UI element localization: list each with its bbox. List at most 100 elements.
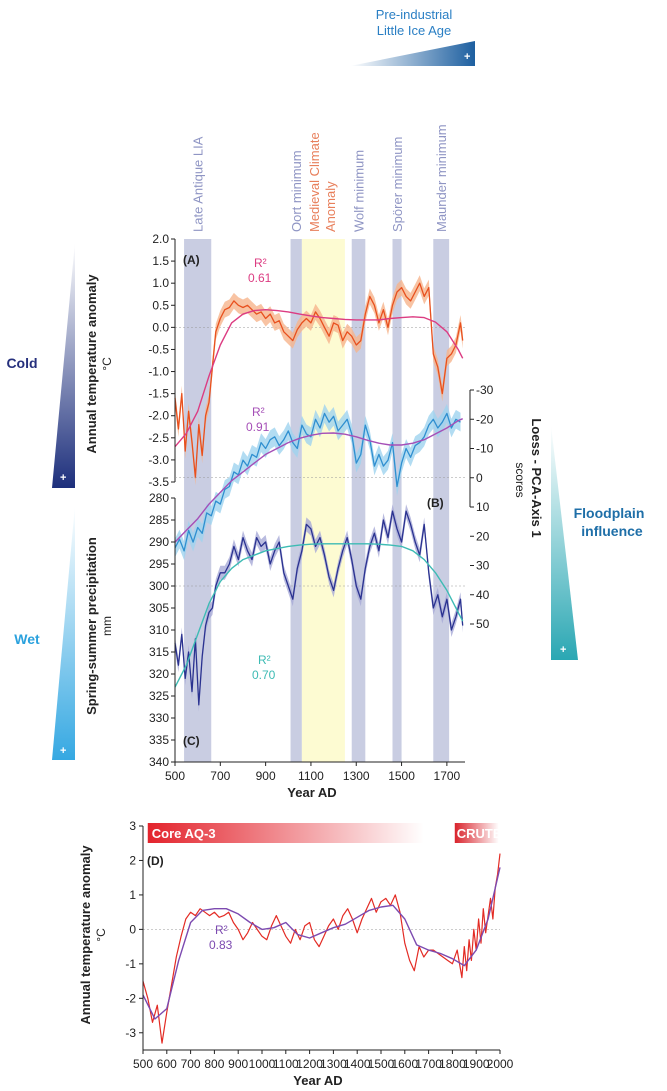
y-tick-label-a: -0.5 xyxy=(148,342,169,356)
period-label: Maunder minimum xyxy=(434,124,449,232)
panel-label-b: (B) xyxy=(427,496,444,510)
y-tick-label-c: 290 xyxy=(149,535,169,549)
y-unit-c: mm xyxy=(100,616,114,636)
x-tick-label: 1700 xyxy=(434,769,461,783)
y-tick-label-c: 335 xyxy=(149,733,169,747)
y-label-d: Annual temperature anomaly xyxy=(78,845,93,1025)
floodplain-gradient-wedge xyxy=(551,425,578,660)
panel-d: Core AQ-3 CRUTEM 3 2 1 0 -1 -2 -3 500 600 700 800 900… xyxy=(78,819,514,1088)
x-tick-label-d: 1400 xyxy=(344,1057,371,1071)
y-tick-label-a: 2.0 xyxy=(152,232,169,246)
preindustrial-plus: + xyxy=(464,51,470,63)
y-tick-label-c: 320 xyxy=(149,667,169,681)
r2-label-c: R² xyxy=(258,653,271,667)
y-tick-label-c: 315 xyxy=(149,645,169,659)
panel-label-a: (A) xyxy=(183,253,200,267)
temperature-reconstruction-line xyxy=(174,282,464,479)
y-tick-label-a: -2.5 xyxy=(148,431,169,445)
y-tick-label-a: -3.0 xyxy=(148,453,169,467)
y-tick-label-b: 20 xyxy=(476,529,490,543)
y-tick-label-c: 305 xyxy=(149,601,169,615)
y-unit-a: °C xyxy=(100,357,114,371)
crutem-label: CRUTEM xyxy=(457,826,513,841)
cold-indicator: + Cold xyxy=(6,242,75,488)
y-tick-label-d: -2 xyxy=(125,991,136,1005)
core-aq3-bar xyxy=(147,823,424,843)
y-tick-label-d: 2 xyxy=(129,853,136,867)
cold-gradient-wedge xyxy=(52,242,75,488)
y-tick-label-d: 3 xyxy=(129,819,136,833)
period-label: Spörer minimum xyxy=(390,137,405,232)
panel-a: 2.0 1.5 1.0 0.5 0.0 -0.5 -1.0 -1.5 -2.0 -2.5 -3.0 -… xyxy=(84,232,465,489)
period-labels: Late Antique LIA Oort minimum Medieval Cli… xyxy=(191,124,450,232)
y-tick-label-a: -3.5 xyxy=(148,475,169,489)
period-band-cold xyxy=(351,239,366,762)
precipitation-fit-line xyxy=(174,543,464,688)
preindustrial-wedge xyxy=(350,41,475,66)
preindustrial-title-line2: Little Ice Age xyxy=(377,23,451,38)
x-tick-label-d: 900 xyxy=(228,1057,248,1071)
y-tick-label-a: 1.5 xyxy=(152,254,169,268)
y-tick-label-b: -30 xyxy=(476,383,494,397)
x-tick-label-d: 1700 xyxy=(415,1057,442,1071)
y-tick-label-d: 1 xyxy=(129,888,136,902)
y-tick-label-b: 10 xyxy=(476,500,490,514)
x-axis-title-d: Year AD xyxy=(293,1073,342,1088)
period-label: Wolf minimum xyxy=(352,150,367,232)
y-tick-label-a: -1.0 xyxy=(148,365,169,379)
panel-c: 280 285 290 295 300 305 310 315 320 325 330 335 340 (… xyxy=(84,491,465,769)
x-tick-label-d: 1300 xyxy=(320,1057,347,1071)
y-tick-label-b: 0 xyxy=(476,471,483,485)
x-tick-label-d: 1900 xyxy=(463,1057,490,1071)
y-tick-label-c: 310 xyxy=(149,623,169,637)
period-label: Medieval Climate xyxy=(307,132,322,232)
y-tick-label-c: 340 xyxy=(149,755,169,769)
wet-label: Wet xyxy=(14,631,40,647)
wet-gradient-wedge xyxy=(52,505,75,760)
y-tick-label-a: -1.5 xyxy=(148,387,169,401)
panel-label-d: (D) xyxy=(147,854,164,868)
y-tick-label-b: 30 xyxy=(476,559,490,573)
period-band-cold xyxy=(392,239,402,762)
x-tick-label-d: 1000 xyxy=(249,1057,276,1071)
y-tick-label-c: 330 xyxy=(149,711,169,725)
y-tick-label-c: 325 xyxy=(149,689,169,703)
y-tick-label-a: 0.0 xyxy=(152,320,169,334)
cold-label: Cold xyxy=(6,355,37,371)
x-tick-label-d: 2000 xyxy=(487,1057,514,1071)
y-tick-label-c: 300 xyxy=(149,579,169,593)
x-tick-label: 1100 xyxy=(298,769,324,783)
y-label-b: Loess - PCA-Axis 1 xyxy=(529,418,544,537)
precipitation-ci-band xyxy=(175,504,463,712)
x-tick-label: 500 xyxy=(165,769,185,783)
y-tick-label-a: 1.0 xyxy=(152,276,169,290)
r2-value-c: 0.70 xyxy=(252,668,276,682)
preindustrial-banner: Pre-industrial Little Ice Age + xyxy=(350,7,475,66)
y-tick-label-d: -3 xyxy=(125,1026,136,1040)
r2-value-d: 0.83 xyxy=(209,938,233,952)
wet-indicator: + Wet xyxy=(14,505,75,760)
floodplain-label-line1: Floodplain xyxy=(574,505,645,521)
y-tick-label-a: -2.0 xyxy=(148,409,169,423)
x-tick-label-d: 1800 xyxy=(439,1057,466,1071)
wet-plus: + xyxy=(60,745,66,757)
y-tick-label-a: 0.5 xyxy=(152,298,169,312)
core-aq3-label: Core AQ-3 xyxy=(152,826,216,841)
x-tick-label: 700 xyxy=(210,769,230,783)
d-reconstruction-line xyxy=(142,853,501,1044)
y-tick-label-b: -20 xyxy=(476,412,494,426)
loess-ci-band xyxy=(175,404,461,561)
x-tick-label-d: 1200 xyxy=(296,1057,323,1071)
floodplain-plus: + xyxy=(560,644,566,656)
y-tick-label-b: 40 xyxy=(476,588,490,602)
temperature-fit-line xyxy=(174,309,464,448)
r2-label-d: R² xyxy=(215,923,228,937)
r2-value-a: 0.61 xyxy=(248,271,272,285)
d-fit-line xyxy=(142,867,501,1020)
x-tick-label-d: 600 xyxy=(157,1057,177,1071)
x-tick-label-d: 1100 xyxy=(273,1057,299,1071)
floodplain-indicator: + Floodplain influence xyxy=(551,425,644,660)
loess-reconstruction-line xyxy=(174,412,461,552)
y-tick-label-c: 280 xyxy=(149,491,169,505)
